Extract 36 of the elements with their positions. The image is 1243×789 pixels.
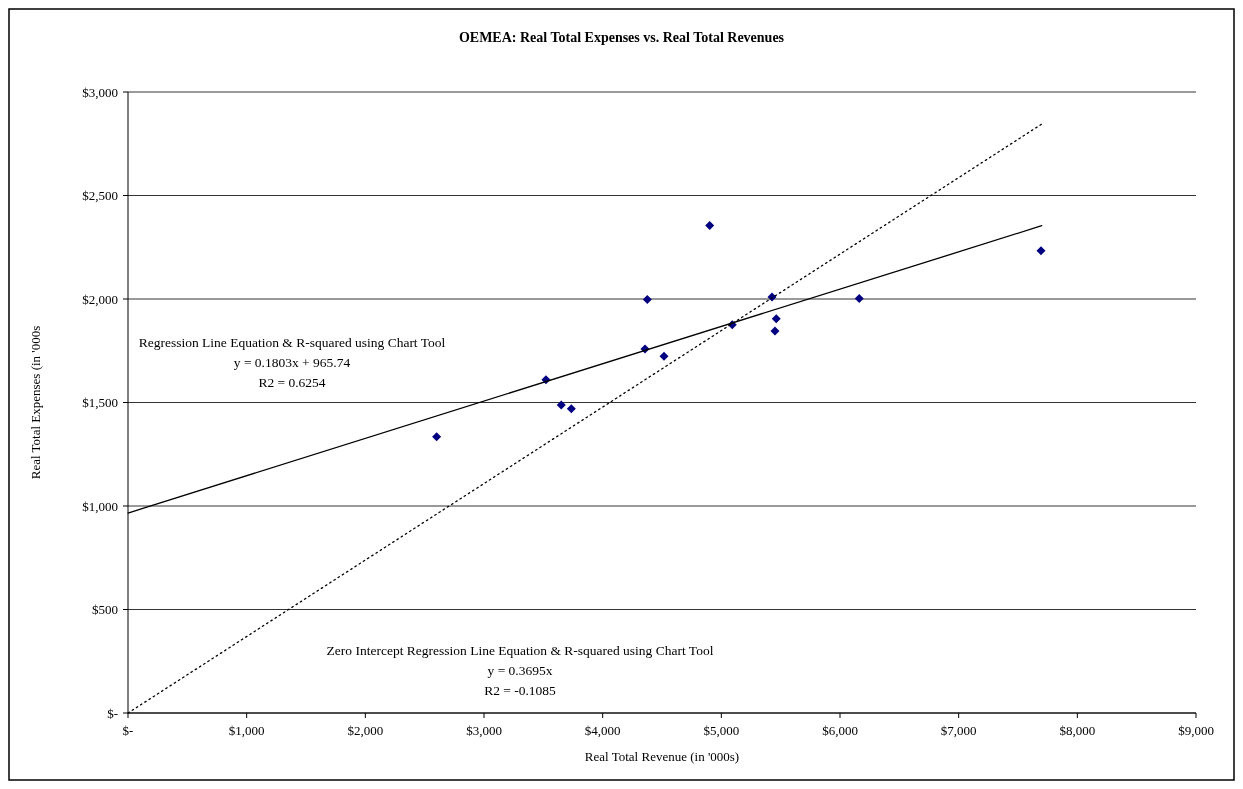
- x-tick-label: $5,000: [703, 723, 740, 738]
- x-tick-label: $8,000: [1059, 723, 1096, 738]
- point: [659, 351, 669, 361]
- x-tick-label: $-: [122, 723, 134, 738]
- point: [854, 293, 864, 303]
- annotation: Regression Line Equation & R-squared using Chart Tool: [138, 335, 446, 350]
- x-tick-label: $7,000: [940, 723, 977, 738]
- y-tick-label: $-: [107, 705, 118, 721]
- annotation: R2 = 0.6254: [258, 375, 326, 390]
- y-tick-label: $2,000: [82, 291, 118, 307]
- annotation: y = 0.3695x: [487, 663, 553, 678]
- y-axis-title: Real Total Expenses (in '000s: [28, 325, 43, 480]
- point: [1036, 246, 1046, 256]
- point: [432, 432, 442, 442]
- x-tick-label: $6,000: [822, 723, 858, 738]
- x-tick-label: $1,000: [228, 723, 265, 738]
- x-tick-label: $4,000: [584, 723, 621, 738]
- x-axis-title: Real Total Revenue (in '000s): [584, 749, 740, 764]
- annotation: R2 = -0.1085: [484, 683, 557, 698]
- point: [566, 404, 576, 414]
- point: [770, 326, 780, 336]
- annotation: Zero Intercept Regression Line Equation & R-squared using Chart Tool: [326, 643, 714, 658]
- point: [705, 221, 715, 231]
- y-tick-label: $3,000: [82, 84, 118, 100]
- y-tick-label: $500: [92, 602, 118, 617]
- y-tick-label: $1,000: [82, 498, 118, 514]
- x-tick-label: $3,000: [466, 723, 502, 738]
- point: [556, 400, 566, 410]
- chart-title: OEMEA: Real Total Expenses vs. Real Total Revenues: [458, 30, 785, 45]
- point: [771, 314, 781, 324]
- x-tick-label: $9,000: [1178, 723, 1214, 738]
- y-tick-label: $2,500: [82, 188, 118, 203]
- y-tick-label: $1,500: [82, 395, 118, 410]
- x-tick-label: $2,000: [347, 723, 384, 738]
- point: [642, 295, 652, 305]
- annotation: y = 0.1803x + 965.74: [233, 355, 351, 370]
